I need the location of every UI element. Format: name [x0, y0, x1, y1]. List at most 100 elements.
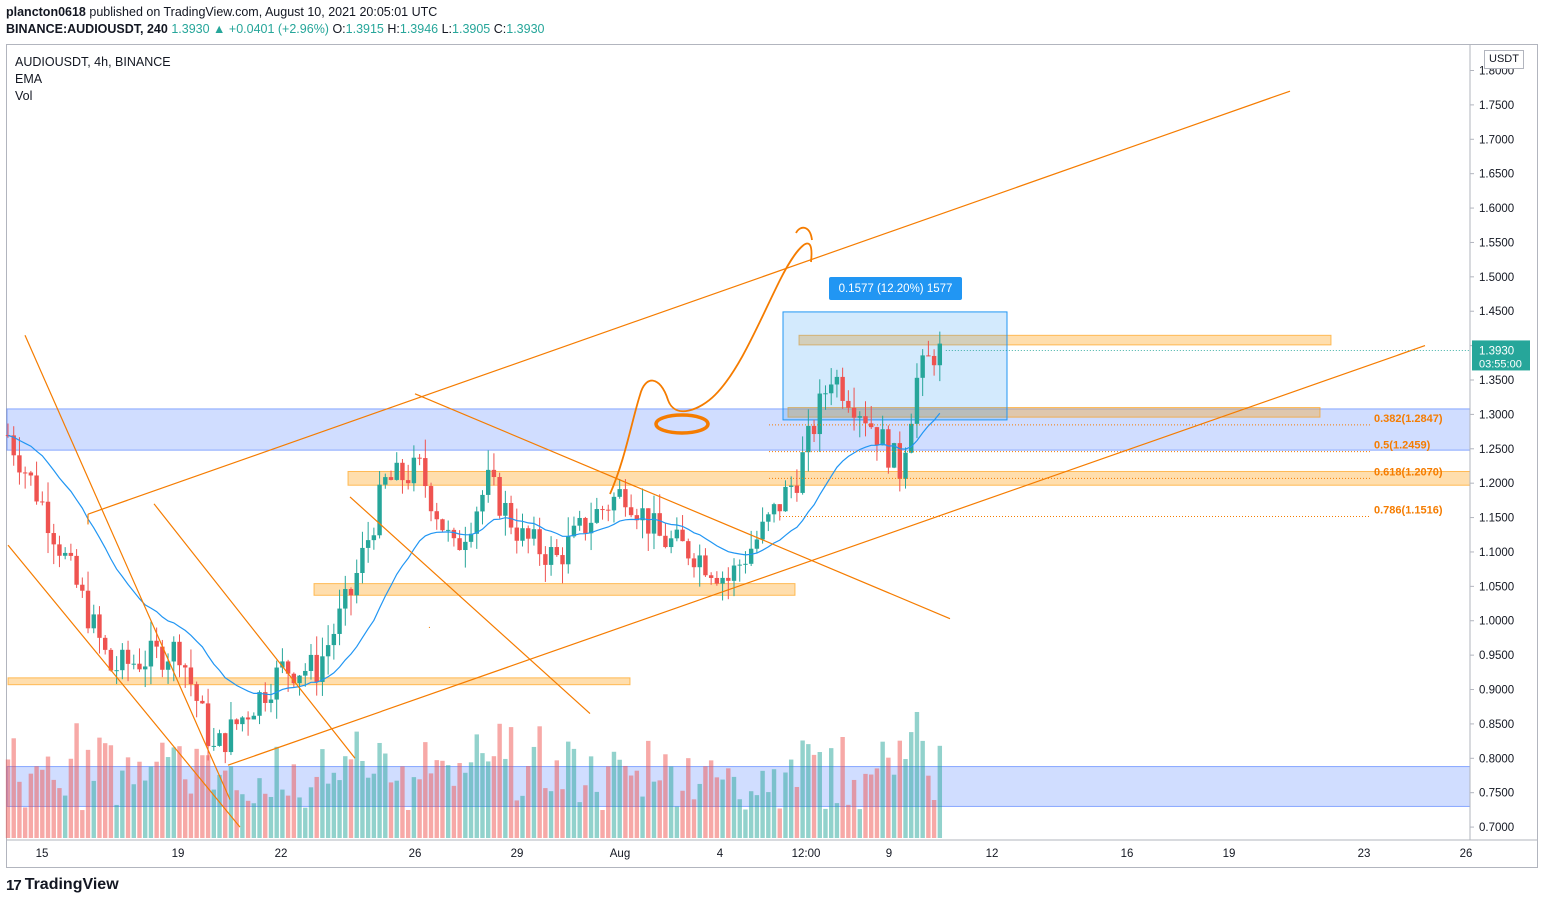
- candle-body: [486, 469, 491, 495]
- volume-bar: [840, 737, 845, 838]
- candle-body: [931, 355, 937, 366]
- candle-body: [800, 452, 805, 493]
- price-tag: 1.3930: [1479, 345, 1514, 357]
- legend-title: AUDIOUSDT, 4h, BINANCE: [15, 55, 171, 69]
- candle-body: [863, 416, 868, 424]
- candle-body: [171, 641, 176, 662]
- candle-body: [303, 670, 308, 676]
- candle-body: [914, 377, 920, 424]
- candle-body: [623, 489, 628, 508]
- x-tick-label: 23: [1358, 848, 1371, 860]
- y-tick-label: 1.5500: [1479, 237, 1514, 249]
- candle-body: [423, 458, 428, 487]
- volume-bar: [760, 770, 765, 838]
- volume-bar: [177, 746, 182, 838]
- candle-body: [188, 667, 194, 685]
- candle-body: [97, 614, 102, 638]
- candle-body: [388, 477, 394, 480]
- x-tick-label: 16: [1121, 848, 1134, 860]
- candle-body: [383, 477, 388, 485]
- volume-bar: [45, 756, 51, 838]
- y-tick-label: 1.6000: [1479, 203, 1514, 215]
- volume-bar: [788, 759, 794, 838]
- volume-bar: [108, 745, 114, 838]
- volume-bar: [57, 788, 62, 838]
- volume-bar: [183, 779, 188, 838]
- candle-body: [377, 484, 382, 536]
- author-name[interactable]: plancton0618: [6, 5, 86, 19]
- volume-bar: [354, 731, 359, 838]
- candle-body: [526, 528, 531, 539]
- candle-body: [663, 535, 668, 548]
- volume-bar: [903, 759, 908, 838]
- volume-bar: [577, 802, 582, 838]
- volume-bar: [668, 766, 674, 838]
- volume-bar: [223, 770, 228, 838]
- volume-bar: [914, 711, 920, 838]
- candle-body: [280, 661, 285, 668]
- resistance-zone-5: [787, 407, 1321, 418]
- candle-body: [365, 540, 371, 548]
- breakout-circle: [654, 413, 710, 435]
- candle-body: [640, 508, 645, 521]
- volume-bar: [463, 772, 468, 838]
- candle-body: [886, 429, 891, 468]
- volume-bar: [869, 774, 874, 838]
- candle-body: [783, 486, 788, 512]
- candle-body: [788, 485, 794, 487]
- candle-body: [228, 719, 234, 753]
- volume-bar: [920, 740, 925, 838]
- ohlc-line: BINANCE:AUDIOUSDT, 240 1.3930 ▲ +0.0401 …: [6, 22, 544, 36]
- candle-body: [245, 717, 251, 720]
- candle-body: [634, 515, 640, 521]
- volume-bar: [834, 803, 840, 838]
- candle-body: [708, 575, 714, 578]
- volume-bar: [674, 806, 680, 838]
- candle-body: [588, 522, 594, 534]
- volume-bar: [520, 795, 525, 838]
- candle-body: [131, 663, 136, 665]
- candle-body: [697, 555, 702, 568]
- candle-body: [834, 376, 840, 385]
- x-tick-label: 19: [1223, 848, 1236, 860]
- y-tick-label: 0.9000: [1479, 685, 1514, 697]
- volume-bar: [726, 768, 731, 838]
- volume-bar: [931, 800, 937, 838]
- volume-bar: [771, 769, 777, 838]
- candle-body: [440, 519, 445, 531]
- volume-bar: [829, 748, 834, 838]
- volume-bar: [331, 772, 337, 838]
- candle-body: [748, 548, 754, 564]
- candle-body: [308, 654, 314, 671]
- candle-body: [920, 355, 925, 378]
- high-value: 1.3946: [399, 22, 439, 36]
- candle-body: [223, 733, 228, 753]
- volume-bar: [880, 741, 885, 838]
- legend-ema[interactable]: EMA: [15, 72, 43, 86]
- volume-bar: [291, 764, 297, 838]
- volume-bar: [274, 746, 279, 838]
- currency-label[interactable]: USDT: [1484, 50, 1524, 69]
- candle-body: [205, 703, 211, 747]
- volume-bar: [188, 793, 194, 838]
- chart-frame[interactable]: [6, 44, 1538, 868]
- candle-body: [411, 457, 417, 484]
- candle-body: [285, 661, 291, 674]
- volume-bar: [74, 723, 79, 838]
- chart-legend: AUDIOUSDT, 4h, BINANCE EMA Vol: [15, 54, 171, 105]
- candle-body: [731, 565, 737, 581]
- volume-bar: [640, 796, 645, 838]
- volume-bar: [343, 756, 348, 838]
- candle-body: [891, 443, 897, 468]
- volume-bar: [417, 779, 422, 838]
- candle-body: [148, 640, 154, 667]
- candle-body: [829, 384, 834, 394]
- candle-body: [165, 661, 171, 670]
- candle-body: [125, 649, 131, 664]
- legend-vol[interactable]: Vol: [15, 89, 33, 103]
- measure-label: 0.1577 (12.20%) 1577: [839, 283, 953, 295]
- candle-body: [62, 552, 68, 556]
- candle-body: [17, 455, 22, 473]
- candle-body: [68, 552, 74, 556]
